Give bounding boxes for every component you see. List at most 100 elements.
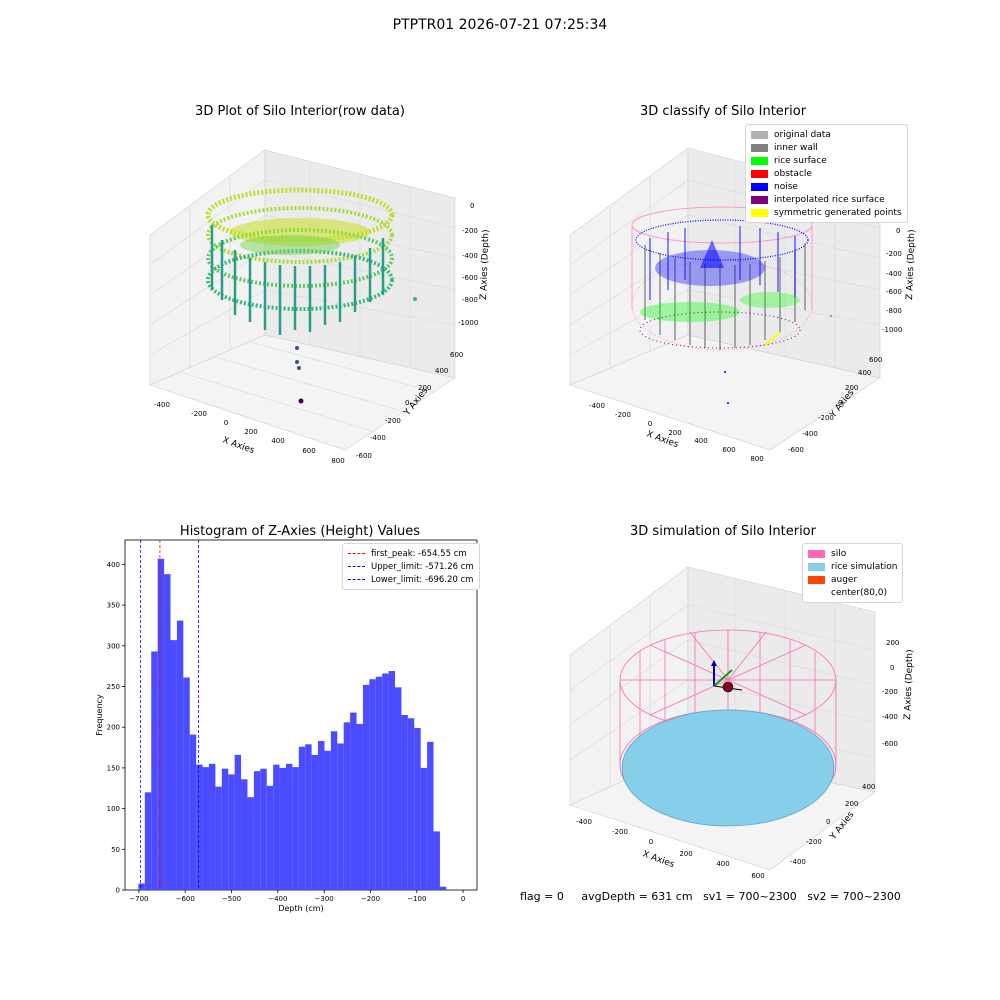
classify-ztick: -200 <box>886 250 902 258</box>
histogram-ytick-label: 300 <box>107 642 120 650</box>
classify-xtick: 400 <box>694 437 707 445</box>
classify-ytick: -600 <box>788 446 804 454</box>
legend-label: noise <box>774 181 798 192</box>
histogram-ytick-label: 350 <box>107 602 120 610</box>
raw-ztick: -800 <box>462 296 478 304</box>
legend-item: center(80,0) <box>808 586 897 599</box>
histogram-bar <box>433 831 440 890</box>
sim-xlabel: X Axies <box>641 849 676 870</box>
raw-plot-title: 3D Plot of Silo Interior(row data) <box>195 104 405 119</box>
legend-swatch <box>808 562 825 571</box>
histogram-ytick-label: 150 <box>107 764 120 772</box>
histogram-xlabel: Depth (cm) <box>278 904 323 913</box>
classify-ytick: -200 <box>818 414 834 422</box>
histogram-bar <box>407 718 415 890</box>
legend-label: Upper_limit: -571.26 cm <box>371 561 474 572</box>
legend-label: rice surface <box>774 155 827 166</box>
sim-ytick: 0 <box>826 818 830 826</box>
histogram-bar <box>196 764 203 890</box>
histogram-bar <box>420 767 428 890</box>
sim-xtick: 600 <box>751 872 764 880</box>
histogram-ytick-label: 50 <box>111 846 120 854</box>
legend-swatch <box>751 143 768 152</box>
raw-ytick: -600 <box>356 452 372 460</box>
histogram-bar <box>157 558 165 890</box>
raw-ztick: -1000 <box>458 319 478 327</box>
legend-item: inner wall <box>751 141 902 154</box>
sim-xtick: -400 <box>576 818 592 826</box>
legend-item: Lower_limit: -696.20 cm <box>348 573 474 586</box>
histogram-bar <box>388 671 396 890</box>
legend-item: noise <box>751 180 902 193</box>
status-sv1: sv1 = 700~2300 <box>703 890 797 903</box>
histogram-xtick-label: −200 <box>361 895 380 903</box>
histogram-bar <box>266 785 274 890</box>
simulation-legend: silo rice simulation auger center(80,0) <box>802 543 904 603</box>
histogram-bar <box>202 767 209 890</box>
sim-zlabel: Z Axies (Depth) <box>903 649 915 720</box>
status-sv2: sv2 = 700~2300 <box>807 890 901 903</box>
legend-label: silo <box>831 548 847 559</box>
sim-ztick: -600 <box>882 740 898 748</box>
figure-title: PTPTR01 2026-07-21 07:25:34 <box>392 17 608 33</box>
legend-item: symmetric generated points <box>751 206 902 219</box>
legend-item: original data <box>751 128 902 141</box>
sim-xtick: -200 <box>612 828 628 836</box>
classify-xtick: -200 <box>615 411 631 419</box>
legend-label: obstacle <box>774 168 812 179</box>
histogram-bar <box>260 768 267 890</box>
histogram-bar <box>164 574 171 890</box>
legend-line <box>348 553 365 554</box>
raw-xlabel: X Axies <box>221 435 256 456</box>
histogram-yticks: 0 50 100 150 200 250 300 350 400 <box>107 561 125 895</box>
histogram-vlines <box>140 540 199 890</box>
histogram-bar <box>151 651 158 890</box>
histogram-ytick-label: 400 <box>107 561 120 569</box>
sim-ztick: 0 <box>890 664 894 672</box>
classify-plot-title: 3D classify of Silo Interior <box>639 104 807 119</box>
classify-ztick: -800 <box>886 307 902 315</box>
histogram-bar <box>401 715 408 890</box>
sim-ytick: -200 <box>806 838 822 846</box>
legend-item: rice surface <box>751 154 902 167</box>
histogram-bar <box>176 620 184 890</box>
histogram-bar <box>253 771 261 890</box>
histogram-xtick-label: −400 <box>268 895 287 903</box>
classify-ytick: 400 <box>858 369 871 377</box>
histogram-bar <box>439 886 447 890</box>
classify-zlabel: Z Axies (Depth) <box>905 229 917 300</box>
legend-label: center(80,0) <box>831 587 888 598</box>
legend-swatch <box>808 575 825 584</box>
legend-swatch <box>751 156 768 165</box>
legend-label: interpolated rice surface <box>774 194 885 205</box>
histogram-xtick-label: −600 <box>176 895 195 903</box>
histogram-xtick-label: 0 <box>461 895 465 903</box>
legend-item: interpolated rice surface <box>751 193 902 206</box>
classify-legend: original data inner wall rice surface ob… <box>745 124 908 223</box>
histogram-ylabel: Frequency <box>95 694 104 736</box>
raw-xtick: 200 <box>244 428 257 436</box>
legend-item: auger <box>808 573 897 586</box>
legend-swatch <box>808 549 825 558</box>
raw-xtick: 600 <box>302 447 315 455</box>
histogram-bar <box>138 883 145 890</box>
classify-xtick: 200 <box>668 429 681 437</box>
histogram-bar <box>337 743 344 890</box>
raw-ztick: -600 <box>462 274 478 282</box>
classify-ytick: 0 <box>838 399 842 407</box>
raw-xtick: -200 <box>191 410 207 418</box>
histogram-bar <box>285 763 293 890</box>
legend-label: inner wall <box>774 142 818 153</box>
histogram-xtick-label: −700 <box>129 895 148 903</box>
histogram-bar <box>362 684 370 890</box>
histogram-bar <box>189 734 197 890</box>
raw-ytick: -400 <box>370 434 386 442</box>
histogram-title: Histogram of Z-Axies (Height) Values <box>179 524 421 539</box>
histogram-xtick-label: −100 <box>407 895 426 903</box>
histogram-bar <box>234 754 242 890</box>
histogram-bar <box>382 673 389 890</box>
legend-item: rice simulation <box>808 560 897 573</box>
histogram-bar <box>279 767 286 890</box>
legend-swatch <box>751 208 768 217</box>
